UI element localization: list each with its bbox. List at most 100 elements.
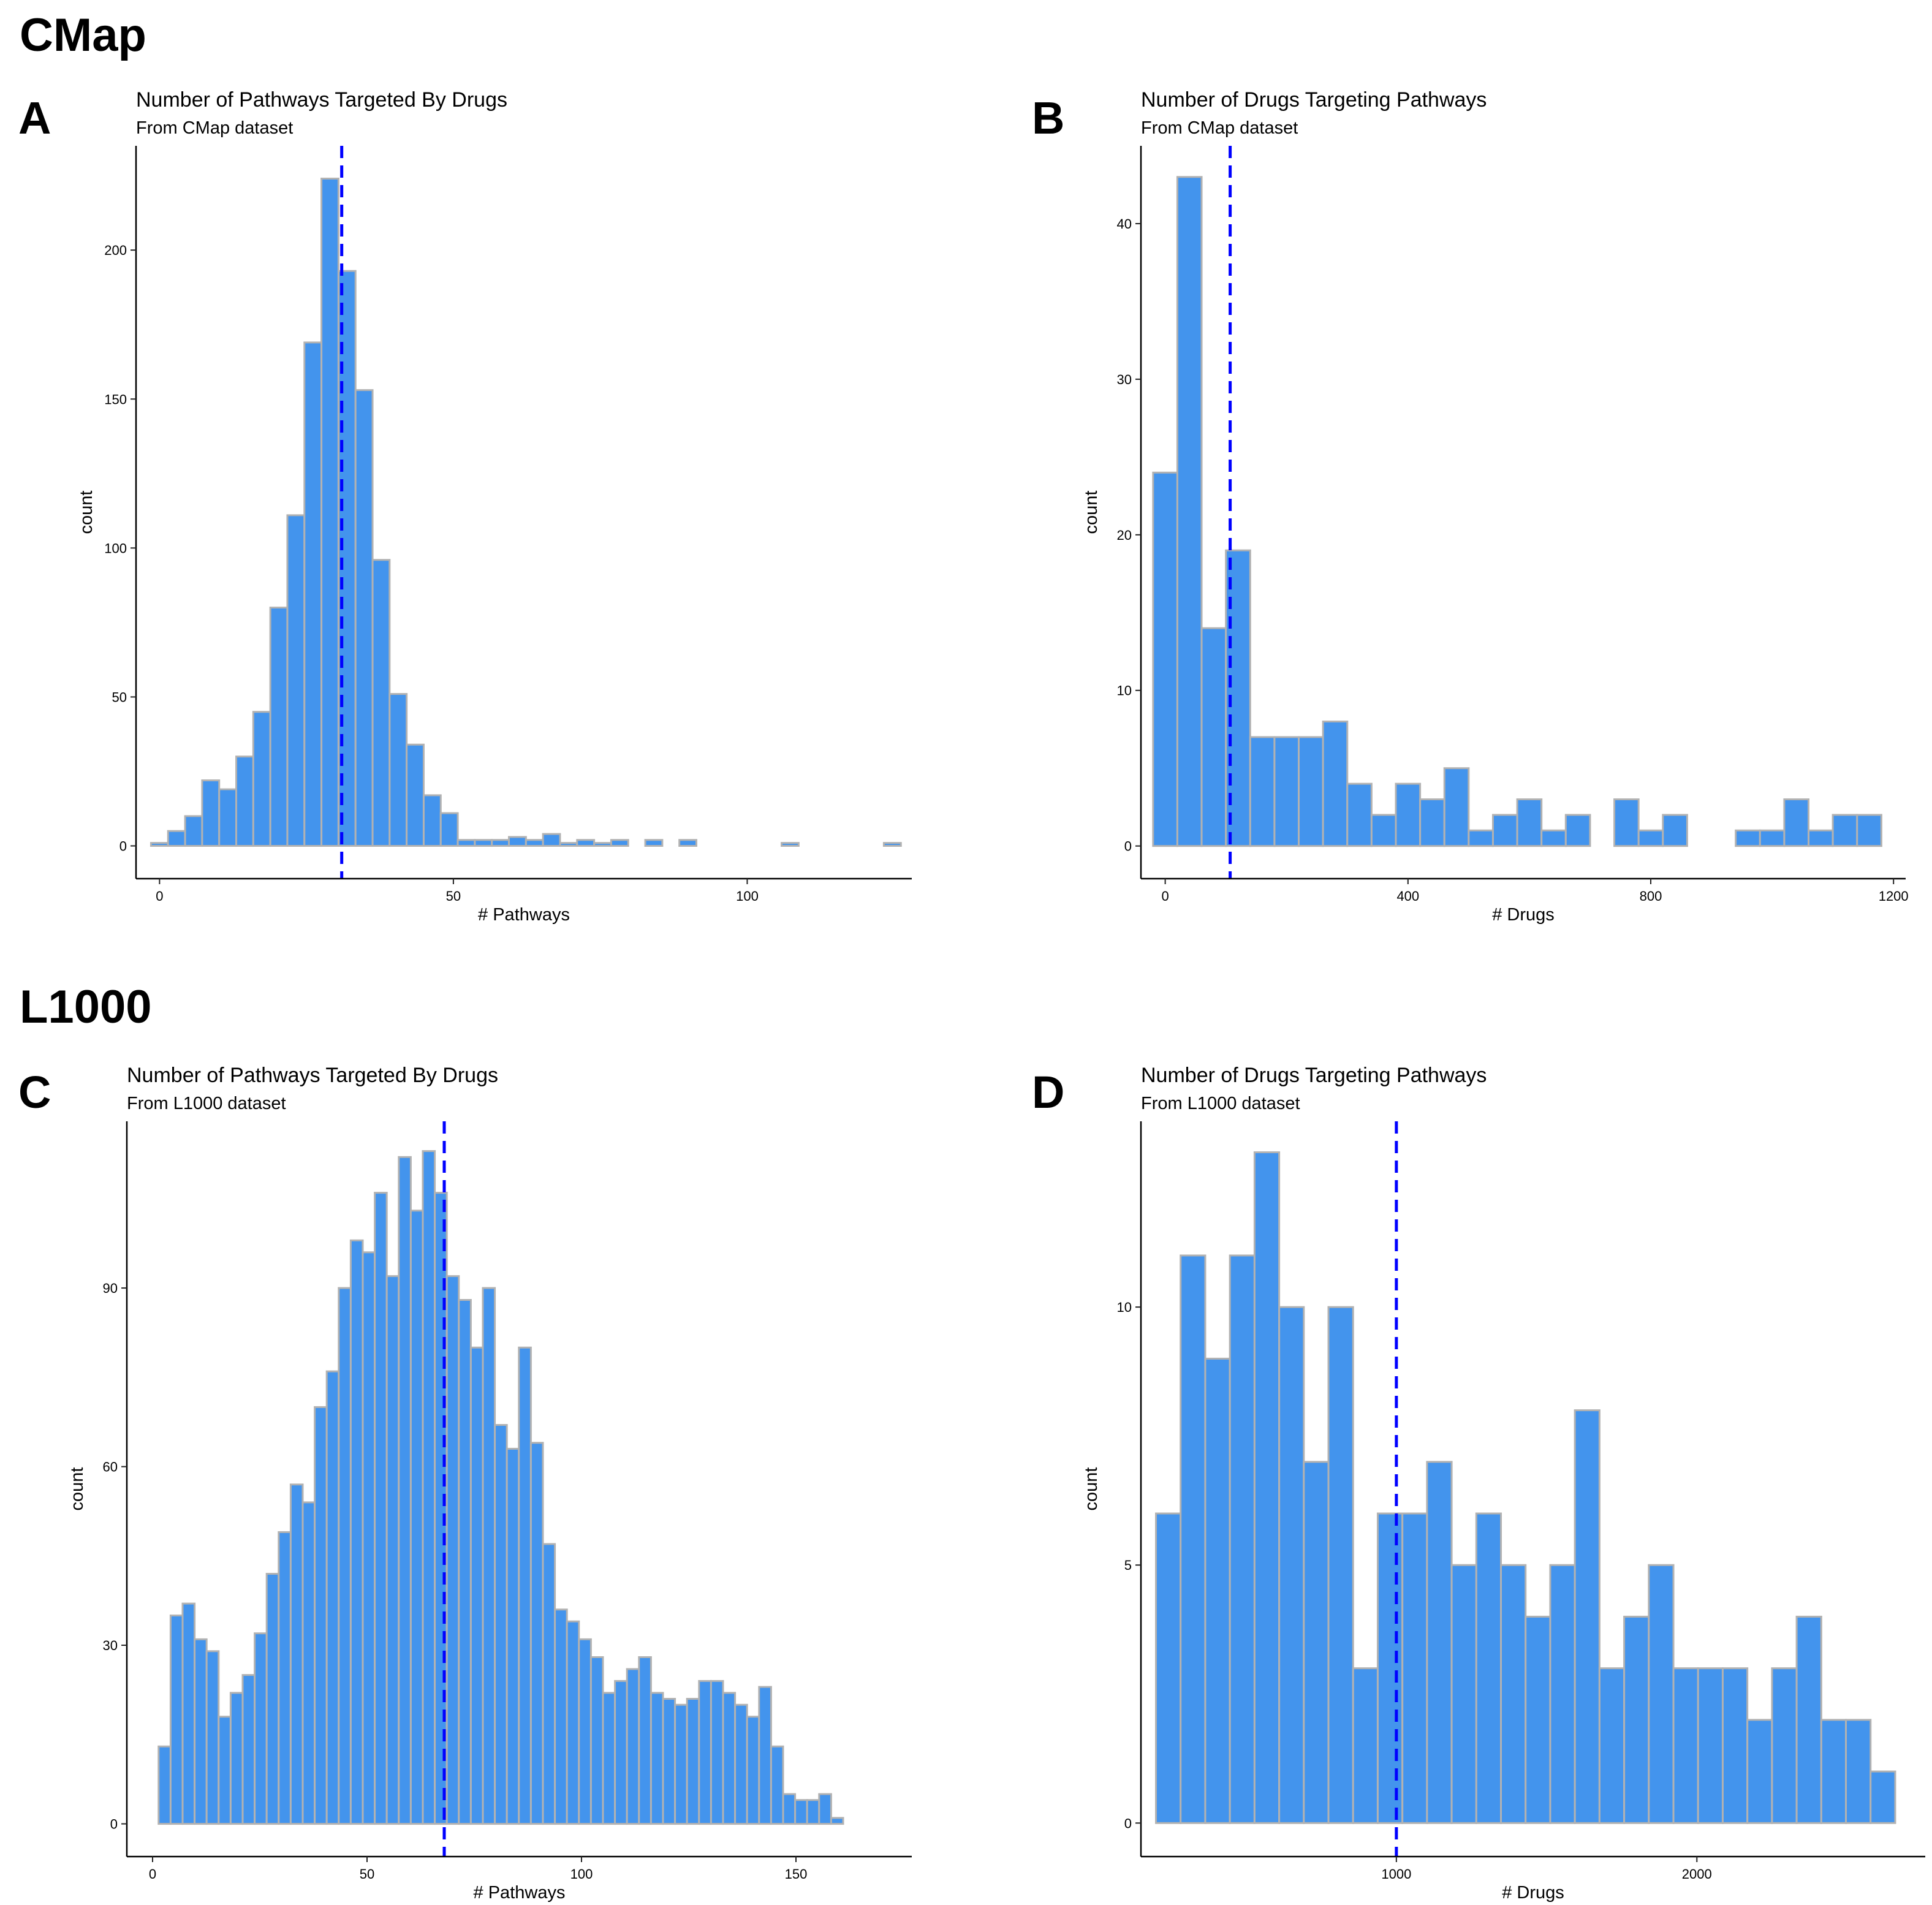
histogram-bar (626, 1668, 640, 1825)
histogram-bar (1468, 829, 1494, 847)
histogram-bar (494, 1424, 508, 1825)
histogram-bar (1419, 798, 1445, 847)
chart-title: Number of Pathways Targeted By Drugs (136, 88, 507, 112)
histogram-bar (1820, 1719, 1847, 1824)
y-axis-label: count (1082, 491, 1101, 534)
y-tick-label: 200 (104, 243, 127, 258)
histogram-bar (229, 1692, 244, 1825)
histogram-bar (1759, 829, 1786, 847)
histogram-bar (1278, 1306, 1305, 1824)
y-tick-label: 60 (103, 1460, 118, 1475)
histogram-bar (1273, 736, 1300, 847)
histogram-bar (181, 1602, 196, 1825)
histogram-bar (254, 1632, 268, 1825)
histogram-bar (201, 779, 221, 847)
x-tick-label: 0 (156, 888, 163, 904)
histogram-bar (1322, 721, 1349, 847)
histogram-bar (167, 830, 186, 847)
histogram-bar (157, 1745, 172, 1825)
histogram-bar (1564, 814, 1591, 847)
y-axis-label: count (77, 491, 96, 534)
histogram-bar (542, 1543, 556, 1825)
x-tick-label: 0 (1161, 888, 1169, 904)
histogram-bar (456, 839, 476, 847)
histogram-bar (1450, 1564, 1477, 1824)
histogram-bar (354, 389, 374, 847)
histogram-bar (576, 839, 596, 847)
histogram-bar (1697, 1667, 1724, 1824)
histogram-bar (385, 1275, 400, 1825)
histogram-bar (578, 1638, 592, 1825)
histogram-bar (169, 1614, 184, 1825)
histogram-bar (644, 839, 664, 847)
histogram-bar (1648, 1564, 1675, 1824)
y-tick-label: 150 (104, 392, 127, 407)
histogram-a: Number of Pathways Targeted By Drugs From… (77, 88, 912, 925)
panel-letter-b: B (1032, 93, 1065, 143)
histogram-bar (710, 1680, 724, 1825)
histogram-bar (474, 839, 493, 847)
histogram-bar (1637, 829, 1664, 847)
y-tick-label: 90 (103, 1281, 118, 1296)
histogram-bar (235, 756, 254, 847)
histogram-bar (638, 1656, 652, 1825)
histogram-bar (1746, 1719, 1773, 1824)
histogram-bar (559, 842, 578, 847)
histogram-bar (314, 1406, 328, 1825)
histogram-bar (722, 1692, 737, 1825)
x-tick-label: 0 (149, 1866, 156, 1882)
section-title-cmap: CMap (20, 9, 146, 61)
histogram-bar (1352, 1667, 1379, 1824)
histogram-bar (252, 711, 271, 847)
histogram-bar (439, 812, 459, 847)
histogram-bar (525, 839, 544, 847)
histogram-bar (289, 1483, 304, 1825)
histogram-bar (610, 839, 629, 847)
histogram-bar (781, 842, 800, 847)
x-tick-label: 100 (570, 1866, 593, 1882)
histogram-bar (1491, 814, 1518, 847)
histogram-bar (338, 1287, 352, 1825)
histogram-bar (1574, 1409, 1601, 1824)
histogram-bar (491, 839, 510, 847)
chart-subtitle: From L1000 dataset (1141, 1094, 1300, 1113)
histogram-bar (830, 1817, 844, 1825)
histogram-bar (1370, 814, 1397, 847)
histogram-bar (1376, 1512, 1404, 1824)
histogram-bar (406, 743, 425, 847)
histogram-bar (286, 514, 306, 847)
histogram-bar (409, 1210, 424, 1825)
histogram-bar (1525, 1615, 1551, 1824)
histogram-bar (371, 559, 391, 847)
histogram-bar (303, 341, 323, 847)
histogram-bar (1229, 1254, 1256, 1824)
histogram-bar (686, 1698, 700, 1825)
histogram-bar (794, 1799, 808, 1825)
chart-subtitle: From L1000 dataset (127, 1094, 286, 1113)
histogram-bar (362, 1251, 376, 1825)
histogram-bar (278, 1531, 292, 1825)
y-tick-label: 20 (1117, 528, 1132, 543)
histogram-bar (1540, 829, 1567, 847)
x-axis-label: # Pathways (474, 1883, 566, 1903)
y-tick-label: 0 (110, 1817, 118, 1832)
y-tick-label: 0 (119, 839, 127, 854)
histogram-bar (218, 788, 238, 847)
chart-title: Number of Pathways Targeted By Drugs (127, 1064, 498, 1087)
histogram-bar (1672, 1667, 1699, 1824)
x-tick-label: 50 (360, 1866, 374, 1882)
y-tick-label: 100 (104, 540, 127, 556)
histogram-bar (770, 1745, 784, 1825)
chart-title: Number of Drugs Targeting Pathways (1141, 88, 1487, 112)
histogram-bar (1721, 1667, 1749, 1824)
histogram-bar (1426, 1461, 1453, 1824)
histogram-bar (734, 1703, 748, 1825)
histogram-bar (325, 1370, 340, 1825)
x-axis-label: # Drugs (1502, 1883, 1564, 1903)
histogram-bar (1662, 814, 1688, 847)
y-tick-label: 10 (1117, 1300, 1132, 1315)
histogram-bar (593, 842, 612, 847)
histogram-bar (301, 1501, 316, 1825)
y-tick-label: 0 (1124, 839, 1132, 854)
histogram-bar (265, 1572, 280, 1825)
